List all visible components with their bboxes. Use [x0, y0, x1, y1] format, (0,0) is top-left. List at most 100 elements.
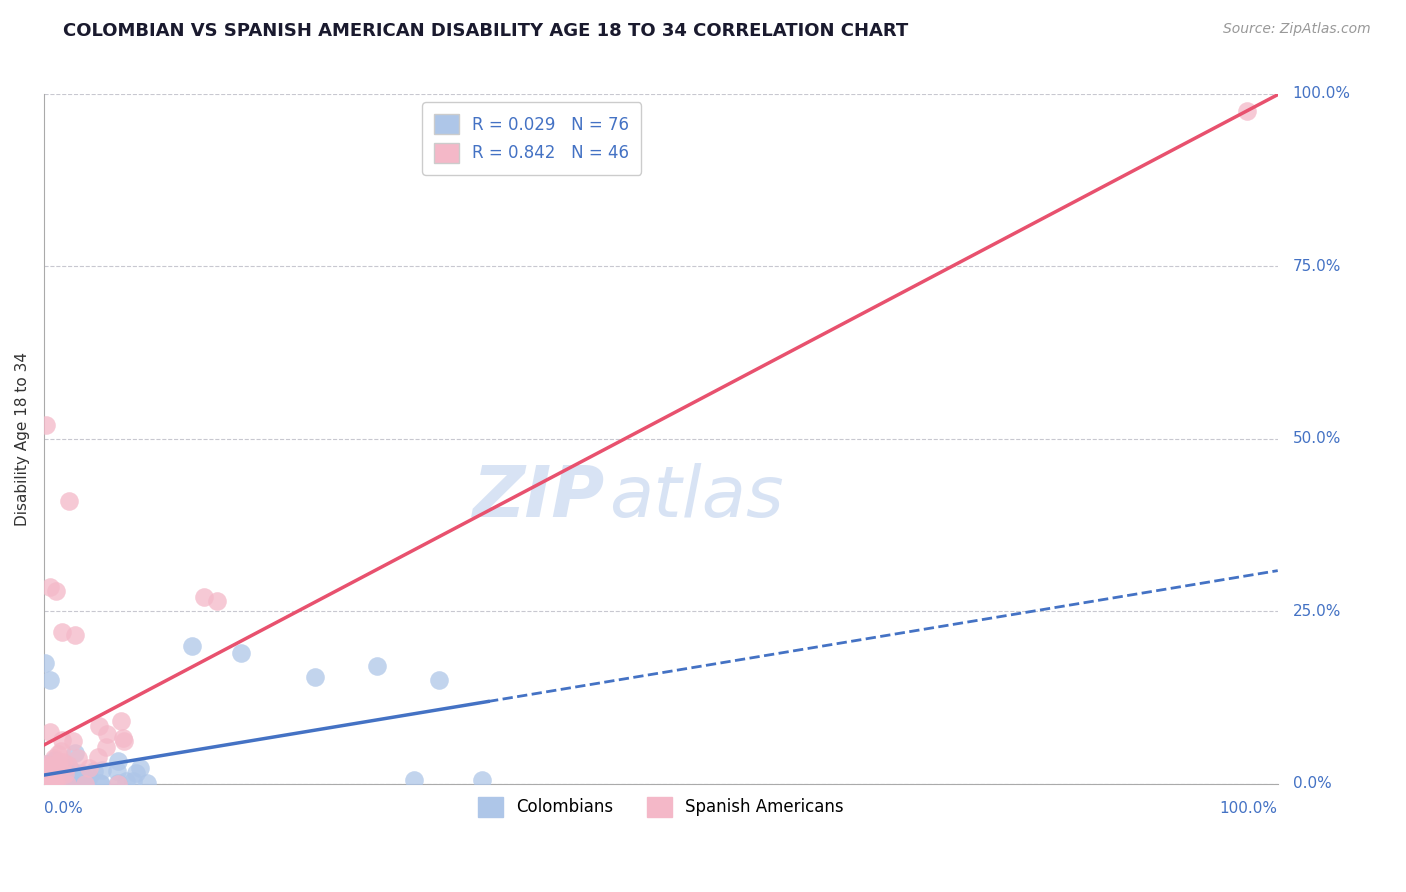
Point: [39, 580, 62, 594]
Point: [55, 767, 77, 781]
Point: [55, 777, 77, 791]
Text: atlas: atlas: [609, 463, 783, 532]
Point: [69, 766, 91, 780]
Point: [39, 761, 62, 775]
Point: [75, 776, 97, 790]
Point: [39, 777, 62, 791]
Point: [366, 659, 388, 673]
Point: [87, 719, 110, 733]
Point: [46, 772, 69, 786]
Point: [66, 769, 89, 783]
Text: 25.0%: 25.0%: [1292, 604, 1341, 619]
Point: [49, 775, 72, 789]
Point: [49, 744, 72, 758]
Point: [46, 759, 69, 773]
Point: [1236, 104, 1258, 119]
Point: [35, 777, 58, 791]
Point: [114, 733, 136, 747]
Point: [42, 751, 65, 765]
Point: [42, 759, 65, 773]
Point: [51, 624, 73, 639]
Point: [136, 776, 159, 790]
Point: [48, 755, 70, 769]
Point: [94, 739, 117, 754]
Point: [52, 775, 75, 789]
Point: [62, 734, 84, 748]
Point: [115, 774, 138, 789]
Point: [304, 670, 326, 684]
Point: [53, 771, 76, 785]
Point: [51, 733, 73, 747]
Text: 100.0%: 100.0%: [1220, 801, 1278, 816]
Point: [110, 714, 132, 729]
Point: [41, 766, 63, 780]
Point: [39, 725, 62, 739]
Point: [193, 591, 215, 605]
Point: [46, 774, 69, 789]
Point: [60, 770, 83, 784]
Point: [35, 767, 58, 781]
Point: [58, 494, 80, 508]
Point: [96, 727, 118, 741]
Point: [52, 755, 75, 769]
Point: [111, 731, 134, 745]
Point: [402, 773, 425, 788]
Text: 0.0%: 0.0%: [44, 801, 83, 816]
Text: ZIP: ZIP: [472, 463, 606, 532]
Point: [77, 770, 100, 784]
Text: 100.0%: 100.0%: [1292, 87, 1351, 102]
Point: [44, 776, 66, 790]
Point: [41, 775, 63, 789]
Text: COLOMBIAN VS SPANISH AMERICAN DISABILITY AGE 18 TO 34 CORRELATION CHART: COLOMBIAN VS SPANISH AMERICAN DISABILITY…: [63, 22, 908, 40]
Point: [59, 762, 82, 776]
Point: [51, 759, 73, 773]
Point: [34, 767, 56, 781]
Point: [45, 776, 67, 790]
Point: [58, 768, 80, 782]
Point: [75, 776, 97, 790]
Point: [35, 756, 58, 771]
Point: [42, 753, 65, 767]
Point: [34, 772, 56, 786]
Point: [56, 772, 79, 786]
Point: [107, 754, 129, 768]
Point: [39, 673, 62, 688]
Point: [45, 583, 67, 598]
Point: [75, 777, 97, 791]
Point: [52, 772, 75, 787]
Point: [44, 764, 66, 778]
Point: [122, 774, 145, 789]
Point: [32, 759, 55, 773]
Point: [60, 764, 83, 778]
Point: [67, 751, 90, 765]
Point: [79, 761, 101, 775]
Point: [205, 594, 228, 608]
Point: [128, 761, 150, 775]
Point: [52, 766, 75, 780]
Point: [44, 763, 66, 777]
Point: [53, 764, 76, 779]
Point: [83, 764, 105, 779]
Point: [72, 770, 94, 784]
Point: [105, 764, 128, 778]
Point: [55, 774, 77, 789]
Point: [39, 763, 62, 777]
Point: [37, 777, 59, 791]
Point: [70, 775, 93, 789]
Point: [46, 777, 69, 791]
Point: [125, 766, 148, 780]
Point: [107, 776, 129, 790]
Point: [63, 746, 86, 760]
Point: [90, 777, 112, 791]
Point: [42, 777, 65, 791]
Point: [34, 777, 56, 791]
Point: [87, 750, 110, 764]
Point: [34, 777, 56, 791]
Point: [181, 639, 204, 653]
Text: Source: ZipAtlas.com: Source: ZipAtlas.com: [1223, 22, 1371, 37]
Text: 0.0%: 0.0%: [1292, 776, 1331, 791]
Point: [52, 776, 75, 790]
Y-axis label: Disability Age 18 to 34: Disability Age 18 to 34: [15, 351, 30, 525]
Point: [37, 772, 59, 787]
Point: [35, 417, 58, 432]
